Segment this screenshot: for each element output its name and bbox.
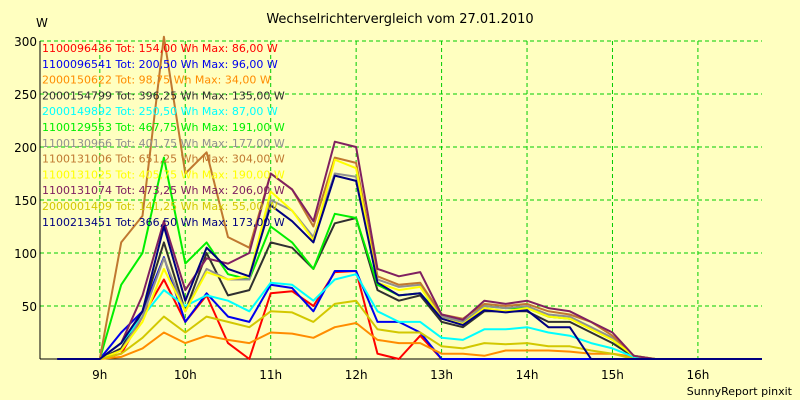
y-tick-label: 250 (14, 88, 37, 102)
y-tick-label: 300 (14, 35, 37, 49)
footer-credit: SunnyReport pinxit (687, 385, 793, 398)
series-lines (57, 35, 762, 360)
legend-entry: 1100096541 Tot: 200,50 Wh Max: 96,00 W (42, 58, 278, 71)
x-tick-label: 16h (686, 368, 709, 382)
legend-entry: 1100129553 Tot: 467,75 Wh Max: 191,00 W (42, 121, 285, 134)
y-axis-label: W (36, 16, 48, 30)
x-tick-label: 11h (259, 368, 282, 382)
x-tick-label: 15h (601, 368, 624, 382)
y-tick-label: 100 (14, 247, 37, 261)
legend-entry: 1100130966 Tot: 401,75 Wh Max: 177,00 W (42, 137, 285, 150)
legend-entry: 2000001409 Tot: 141,25 Wh Max: 55,00 W (42, 200, 278, 213)
legend-entry: 2000149892 Tot: 250,50 Wh Max: 87,00 W (42, 105, 278, 118)
series-line (57, 140, 762, 360)
x-tick-label: 13h (430, 368, 453, 382)
axes: 50 100 150 200 250 300 9h 10h 11h 12h 13h 14h 15h 16h (14, 35, 762, 382)
y-tick-label: 150 (14, 194, 37, 208)
legend-entry: 1100131074 Tot: 473,25 Wh Max: 206,00 W (42, 184, 285, 197)
series-line (57, 174, 762, 360)
y-tick-label: 50 (22, 300, 37, 314)
grid (40, 40, 762, 359)
x-tick-label: 14h (516, 368, 539, 382)
legend-entry: 2000154799 Tot: 396,25 Wh Max: 135,00 W (42, 89, 285, 102)
legend-entry: 1100213451 Tot: 366,50 Wh Max: 173,00 W (42, 216, 285, 229)
x-tick-label: 9h (92, 368, 107, 382)
chart-title: Wechselrichtervergleich vom 27.01.2010 (266, 12, 533, 27)
x-tick-label: 12h (345, 368, 368, 382)
legend-entry: 1100131006 Tot: 651,25 Wh Max: 304,00 W (42, 153, 285, 166)
y-tick-label: 200 (14, 141, 37, 155)
x-tick-label: 10h (174, 368, 197, 382)
legend-entry: 1100096436 Tot: 154,00 Wh Max: 86,00 W (42, 42, 278, 55)
legend: 1100096436 Tot: 154,00 Wh Max: 86,00 W 11… (42, 42, 285, 229)
legend-entry: 1100131025 Tot: 405,75 Wh Max: 190,00 W (42, 168, 285, 181)
legend-entry: 2000150622 Tot: 98,75 Wh Max: 34,00 W (42, 74, 271, 87)
